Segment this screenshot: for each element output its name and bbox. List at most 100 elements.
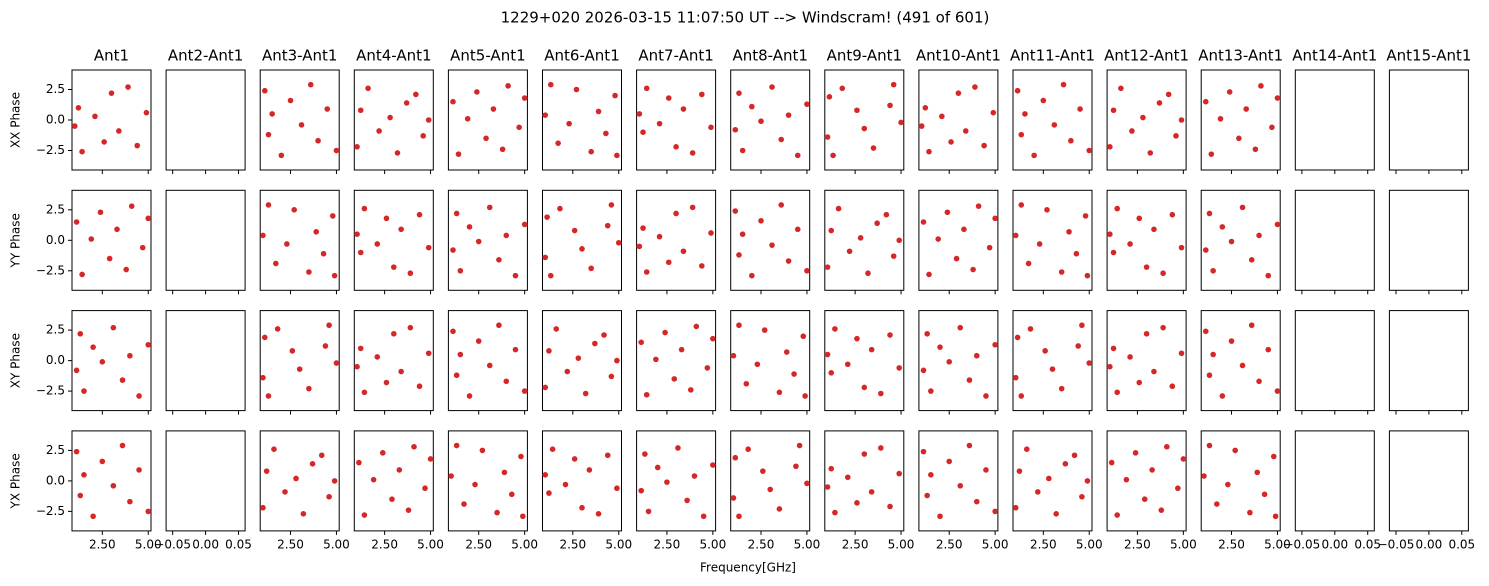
point	[1239, 362, 1246, 369]
point	[736, 513, 742, 520]
column-title: Ant15-Ant1	[1386, 47, 1471, 65]
point	[1084, 272, 1091, 279]
point	[1082, 213, 1089, 219]
row-label: XX Phase	[9, 92, 23, 148]
point	[579, 246, 585, 252]
point	[1077, 106, 1083, 112]
row-label: YY Phase	[9, 213, 23, 268]
point	[656, 233, 663, 240]
point	[749, 103, 755, 110]
point	[689, 204, 696, 211]
y-tick-label: 0.0	[46, 473, 65, 487]
point	[800, 333, 807, 340]
point	[1248, 322, 1255, 329]
point	[1068, 137, 1074, 144]
point	[1210, 267, 1216, 274]
point	[450, 328, 456, 335]
point	[90, 344, 96, 350]
point	[857, 235, 864, 241]
point	[1036, 241, 1043, 247]
point	[134, 142, 141, 149]
point	[289, 348, 296, 354]
point	[992, 215, 998, 222]
point	[710, 335, 716, 342]
x-tick-label: 2.50	[465, 537, 492, 551]
point	[73, 367, 80, 374]
panel-frame	[918, 310, 999, 412]
point	[331, 272, 338, 279]
point	[868, 346, 875, 353]
point	[608, 373, 615, 380]
point	[475, 338, 482, 344]
point	[499, 146, 506, 153]
point	[407, 270, 414, 277]
point	[785, 112, 792, 118]
x-tick-label: 2.50	[842, 537, 869, 551]
point	[824, 134, 831, 140]
x-tick-label: 5.00	[605, 537, 632, 551]
point	[970, 266, 976, 273]
panel-frame	[730, 310, 811, 412]
point	[890, 81, 897, 88]
point	[778, 202, 785, 208]
panel-frame	[636, 430, 717, 532]
point	[464, 115, 471, 122]
row-label: XY Phase	[9, 333, 23, 388]
x-tick-label: 2.50	[371, 537, 398, 551]
y-tick-label: 0.0	[46, 353, 65, 367]
panel-frame	[1012, 430, 1093, 532]
point	[957, 324, 964, 331]
point	[1226, 89, 1233, 95]
point	[1149, 467, 1155, 473]
point	[1073, 250, 1080, 257]
point	[450, 247, 456, 253]
point	[878, 445, 884, 451]
point	[924, 330, 930, 337]
point	[844, 361, 851, 368]
point	[466, 393, 473, 399]
point	[736, 252, 742, 258]
point	[924, 492, 930, 499]
point	[804, 480, 810, 487]
point	[1254, 469, 1261, 476]
point	[828, 369, 835, 376]
point	[588, 265, 594, 272]
point	[739, 147, 746, 154]
point	[101, 139, 107, 145]
point	[643, 269, 650, 275]
point	[309, 461, 316, 467]
point	[564, 368, 571, 375]
point	[739, 231, 746, 238]
point	[273, 260, 279, 267]
panel-frame	[353, 189, 434, 291]
point	[778, 136, 785, 143]
x-tick-label: 5.00	[794, 537, 821, 551]
panel-frame	[1200, 430, 1281, 532]
point	[1217, 115, 1224, 122]
point	[354, 363, 360, 370]
panel-frame	[71, 430, 152, 532]
point	[282, 489, 288, 495]
point	[614, 152, 620, 159]
panel-frame	[1012, 69, 1093, 171]
point	[868, 489, 875, 495]
point	[992, 508, 998, 515]
point	[479, 447, 486, 454]
point	[114, 226, 120, 233]
column-title: Ant4-Ant1	[356, 47, 431, 65]
row-label: YX Phase	[9, 453, 23, 509]
point	[665, 259, 672, 266]
point	[1178, 350, 1185, 357]
panel-frame	[259, 189, 340, 291]
point	[791, 371, 797, 377]
column-title: Ant6-Ant1	[544, 47, 619, 65]
point	[1058, 385, 1065, 392]
point	[769, 242, 775, 248]
point	[732, 208, 739, 214]
panel-frame	[730, 430, 811, 532]
point	[81, 388, 87, 394]
point	[832, 326, 838, 332]
point	[939, 113, 945, 120]
point	[878, 390, 884, 397]
point	[79, 271, 85, 278]
